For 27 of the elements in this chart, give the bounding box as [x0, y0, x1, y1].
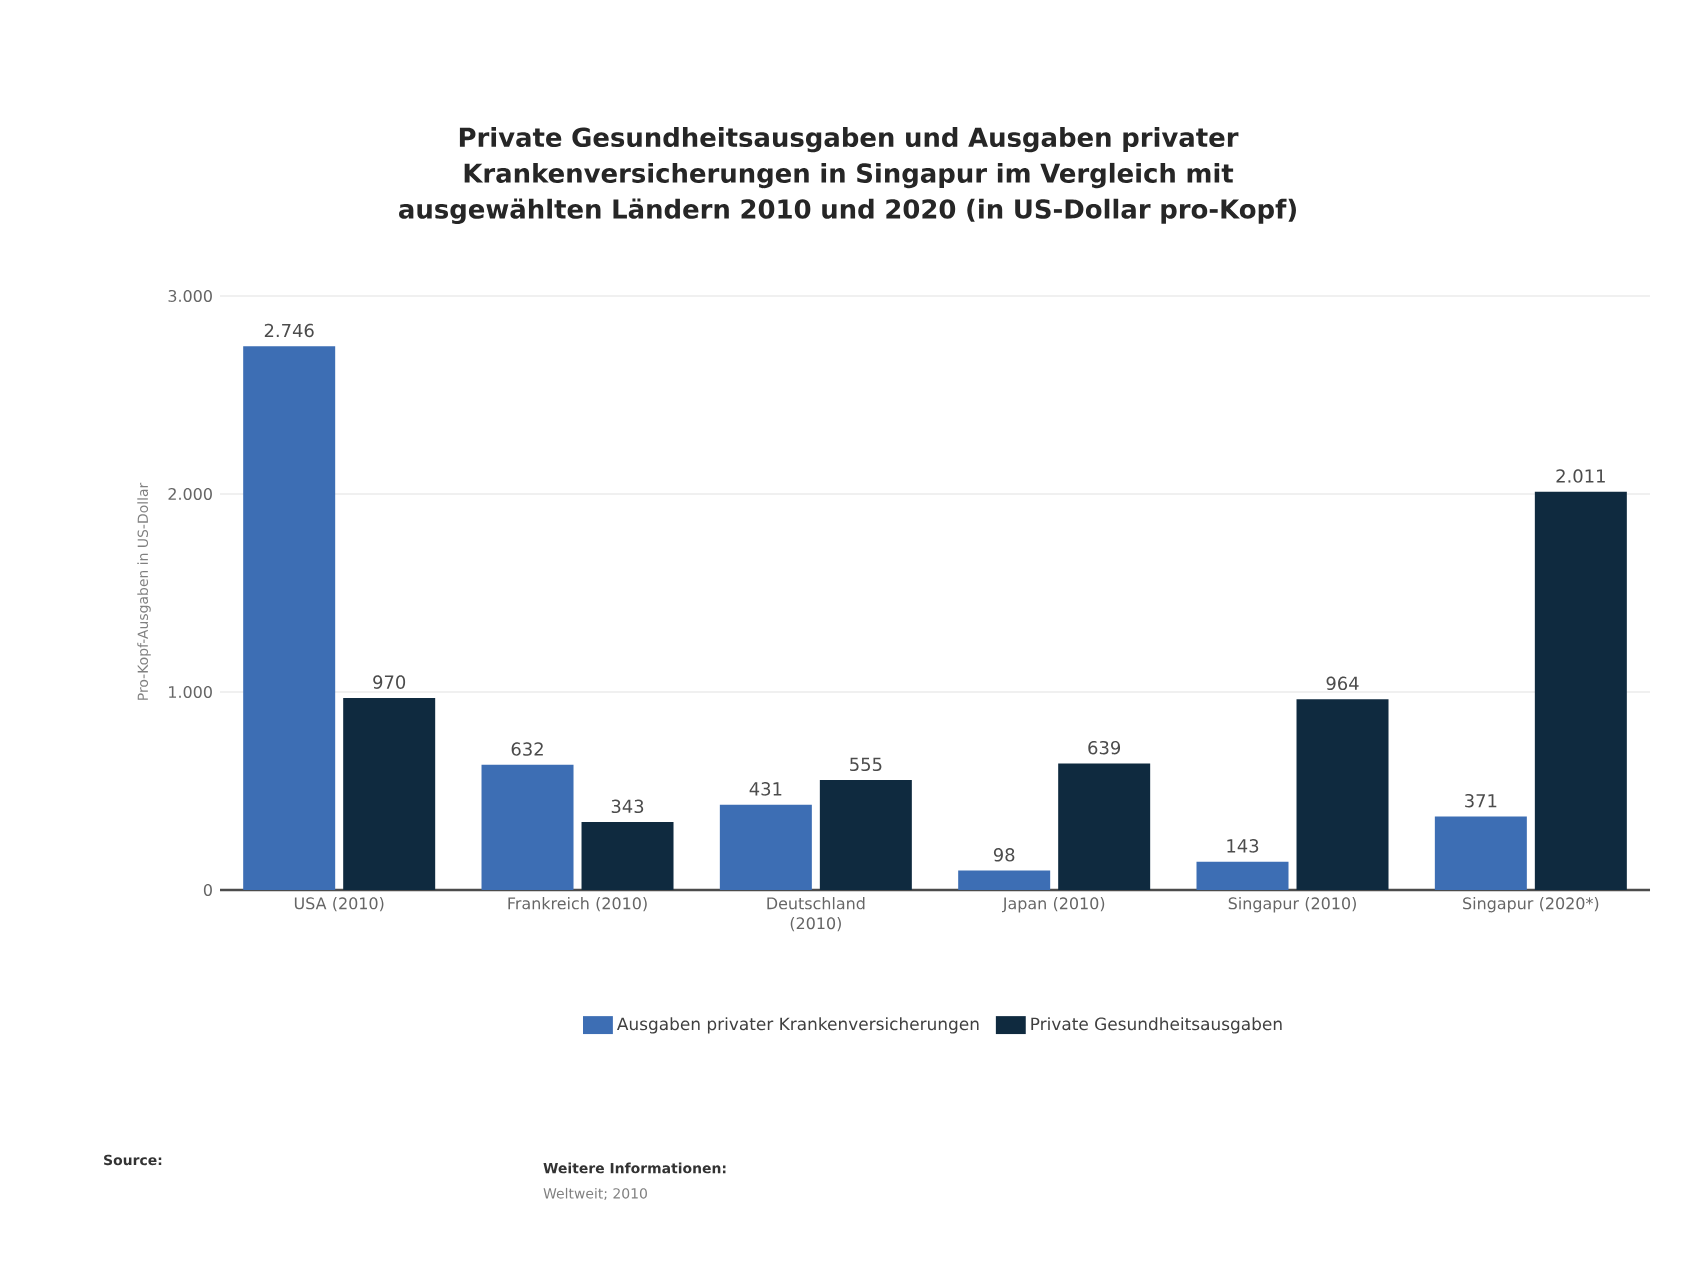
bar: [1434, 816, 1527, 890]
bar: [343, 697, 436, 890]
chart-title: Private Gesundheitsausgaben und Ausgaben privater Krankenversicherungen in Singapur im Vergleich mit ausgewählten Ländern 2010 und 2020 (in US-Dollar pro-Kopf): [399, 127, 1296, 225]
data-label: 632: [511, 742, 543, 756]
data-label: 2.746: [264, 323, 314, 338]
data-label: 143: [1227, 839, 1259, 853]
data-label: 555: [850, 757, 882, 772]
bar: [243, 346, 336, 890]
bar: [719, 804, 812, 890]
data-label: 98: [993, 848, 1015, 862]
bar: [1058, 763, 1151, 890]
data-label: 431: [749, 782, 782, 796]
bar: [1534, 491, 1627, 890]
data-label: 970: [373, 675, 406, 689]
bar: [1196, 861, 1289, 890]
data-label: 2.011: [1556, 469, 1605, 483]
bar: [958, 870, 1051, 890]
data-label: 371: [1465, 793, 1497, 808]
legend-label: Private Gesundheitsausgaben: [1031, 1017, 1282, 1034]
bar: [819, 780, 912, 890]
legend-label: Ausgaben privater Krankenversicherungen: [616, 1017, 979, 1034]
bar: [1296, 699, 1389, 890]
data-label: 639: [1088, 740, 1121, 755]
data-label: 964: [1326, 676, 1359, 691]
data-label: 343: [611, 799, 644, 814]
bar: [581, 822, 674, 890]
bar: [481, 764, 574, 890]
